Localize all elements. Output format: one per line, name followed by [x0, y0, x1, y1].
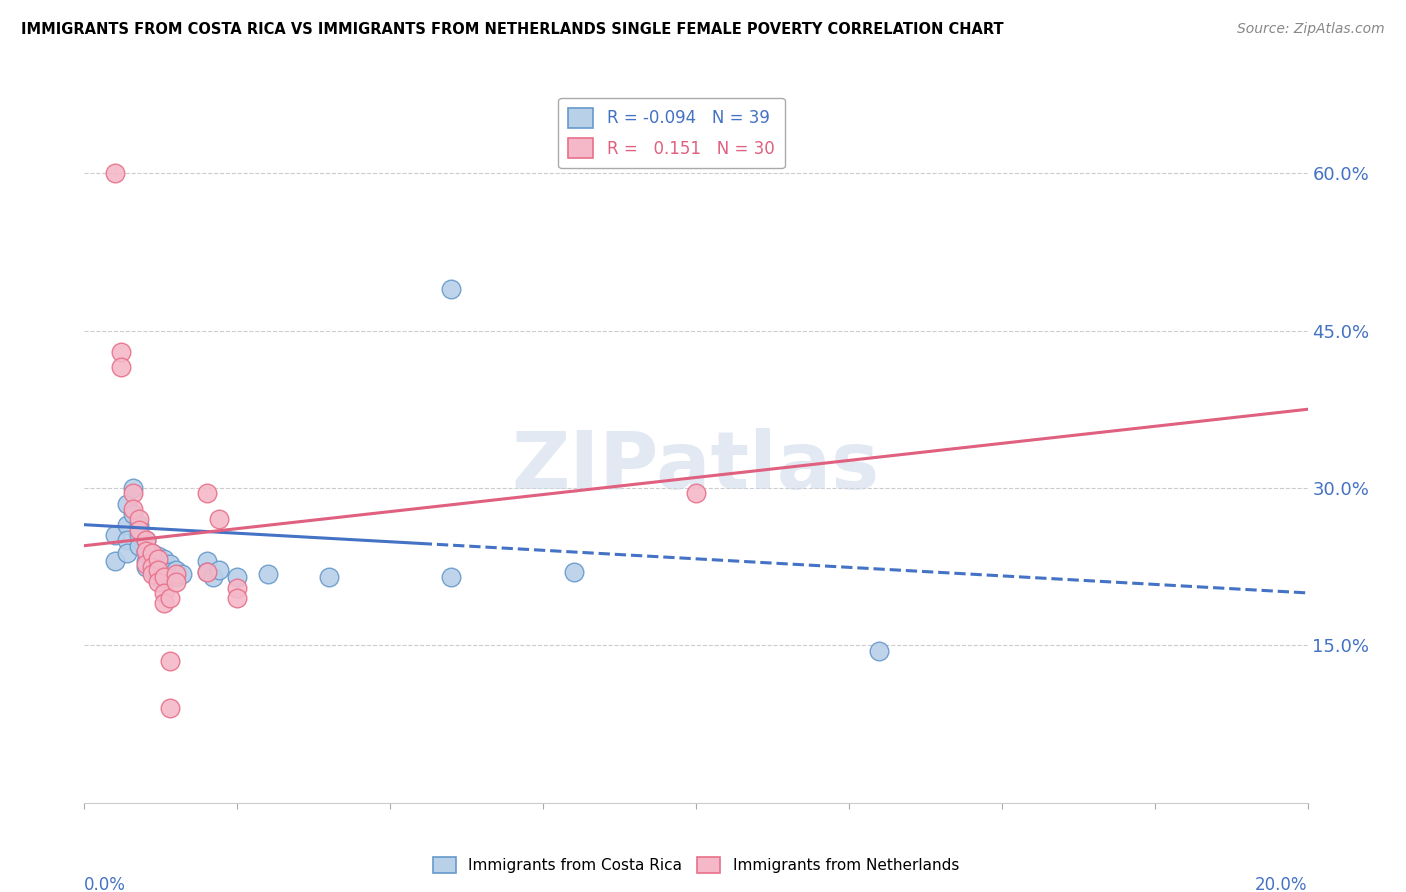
- Point: [146, 552, 169, 566]
- Point: [153, 552, 176, 566]
- Point: [195, 565, 218, 579]
- Point: [159, 565, 181, 579]
- Point: [165, 570, 187, 584]
- Point: [440, 570, 463, 584]
- Point: [208, 512, 231, 526]
- Point: [115, 497, 138, 511]
- Point: [153, 570, 176, 584]
- Point: [128, 539, 150, 553]
- Point: [165, 575, 187, 590]
- Point: [195, 554, 218, 568]
- Point: [141, 546, 163, 560]
- Point: [141, 557, 163, 571]
- Point: [195, 565, 218, 579]
- Point: [135, 557, 157, 571]
- Point: [128, 523, 150, 537]
- Point: [135, 554, 157, 568]
- Point: [146, 559, 169, 574]
- Point: [869, 643, 891, 657]
- Point: [153, 596, 176, 610]
- Point: [153, 586, 176, 600]
- Point: [165, 563, 187, 577]
- Point: [135, 544, 157, 558]
- Point: [115, 517, 138, 532]
- Text: IMMIGRANTS FROM COSTA RICA VS IMMIGRANTS FROM NETHERLANDS SINGLE FEMALE POVERTY : IMMIGRANTS FROM COSTA RICA VS IMMIGRANTS…: [21, 22, 1004, 37]
- Point: [159, 557, 181, 571]
- Legend: Immigrants from Costa Rica, Immigrants from Netherlands: Immigrants from Costa Rica, Immigrants f…: [426, 849, 966, 880]
- Point: [146, 563, 169, 577]
- Point: [208, 563, 231, 577]
- Point: [104, 554, 127, 568]
- Point: [128, 517, 150, 532]
- Point: [153, 563, 176, 577]
- Point: [685, 486, 707, 500]
- Text: 20.0%: 20.0%: [1256, 876, 1308, 892]
- Point: [104, 528, 127, 542]
- Point: [146, 575, 169, 590]
- Point: [128, 512, 150, 526]
- Text: ZIPatlas: ZIPatlas: [512, 428, 880, 507]
- Point: [110, 344, 132, 359]
- Text: 0.0%: 0.0%: [84, 876, 127, 892]
- Point: [146, 549, 169, 564]
- Point: [226, 581, 249, 595]
- Point: [141, 559, 163, 574]
- Point: [141, 546, 163, 560]
- Text: Source: ZipAtlas.com: Source: ZipAtlas.com: [1237, 22, 1385, 37]
- Point: [257, 567, 280, 582]
- Point: [122, 481, 145, 495]
- Point: [135, 559, 157, 574]
- Point: [146, 570, 169, 584]
- Point: [122, 486, 145, 500]
- Point: [159, 654, 181, 668]
- Point: [110, 360, 132, 375]
- Point: [122, 502, 145, 516]
- Point: [122, 507, 145, 521]
- Point: [172, 567, 194, 582]
- Point: [318, 570, 340, 584]
- Point: [226, 591, 249, 606]
- Point: [128, 528, 150, 542]
- Point: [135, 544, 157, 558]
- Point: [195, 486, 218, 500]
- Point: [141, 567, 163, 582]
- Point: [226, 570, 249, 584]
- Point: [201, 570, 224, 584]
- Point: [104, 166, 127, 180]
- Point: [141, 563, 163, 577]
- Point: [135, 533, 157, 548]
- Point: [159, 591, 181, 606]
- Point: [562, 565, 585, 579]
- Point: [115, 546, 138, 560]
- Point: [135, 533, 157, 548]
- Point: [440, 282, 463, 296]
- Point: [115, 533, 138, 548]
- Point: [159, 701, 181, 715]
- Point: [165, 567, 187, 582]
